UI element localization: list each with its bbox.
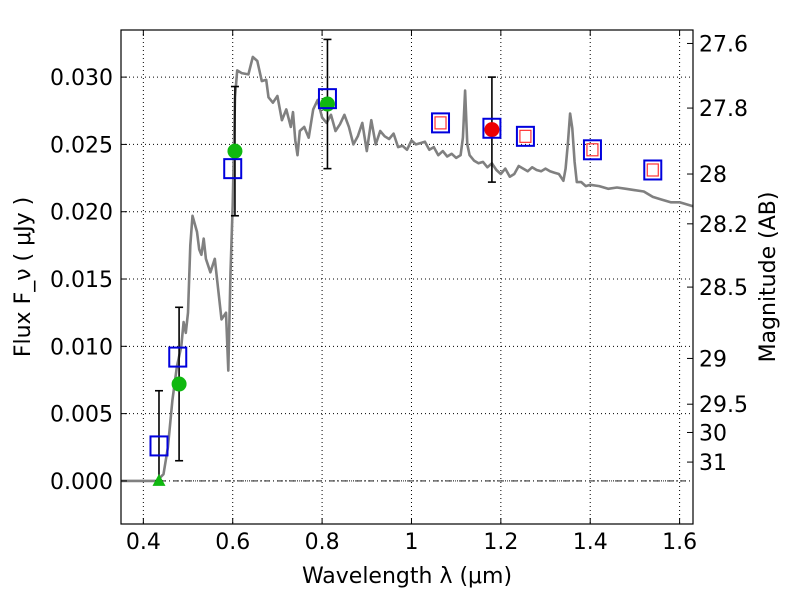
mag-tick-label: 29.5 <box>699 393 748 418</box>
small-square-point <box>519 129 532 143</box>
x-tick-label: 0.6 <box>215 530 250 555</box>
small-square-point <box>434 116 447 130</box>
plot-frame <box>120 29 694 525</box>
x-tick-label: 1.4 <box>573 530 608 555</box>
grid-lines <box>121 30 693 524</box>
mag-tick-label: 27.6 <box>699 32 748 57</box>
model-photometry-point <box>168 346 188 368</box>
model-photometry-point <box>431 112 451 134</box>
data-point <box>319 96 335 112</box>
mag-tick-label: 27.8 <box>699 97 748 122</box>
x-tick-label: 1.6 <box>662 530 697 555</box>
x-axis-title: Wavelength λ (μm) <box>302 564 512 589</box>
mag-tick-label: 28.2 <box>699 213 748 238</box>
model-photometry-point <box>515 125 535 147</box>
model-spectrum-line <box>121 55 694 483</box>
model-photometry-point <box>317 88 337 110</box>
model-photometry-point <box>582 139 602 161</box>
mag-tick-label: 28 <box>699 163 727 188</box>
x-tick-label: 1.2 <box>483 530 518 555</box>
model-photometry-point <box>149 435 169 457</box>
y-tick-label: 0.000 <box>50 470 113 495</box>
mag-tick-label: 28.5 <box>699 276 748 301</box>
y-tick-label: 0.020 <box>50 201 113 226</box>
mag-tick-label: 30 <box>699 421 727 446</box>
y-tick-label: 0.005 <box>50 403 113 428</box>
y-tick-label: 0.025 <box>50 133 113 158</box>
markers-layer <box>149 88 663 486</box>
model-photometry-point <box>643 159 663 181</box>
data-point <box>171 376 187 392</box>
y-tick-label: 0.015 <box>50 268 113 293</box>
x-tick-label: 0.4 <box>126 530 161 555</box>
data-point <box>227 143 243 159</box>
y2-axis-title: Magnitude (AB) <box>756 192 781 363</box>
model-photometry-point <box>482 117 502 139</box>
model-photometry-point <box>223 158 243 180</box>
model-spectrum-layer <box>121 55 694 483</box>
small-square-point <box>586 143 599 157</box>
x-tick-label: 0.8 <box>305 530 340 555</box>
small-square-point <box>646 163 659 177</box>
data-point <box>484 122 500 138</box>
upper-limit-point <box>152 473 166 486</box>
x-tick-label: 1 <box>404 530 418 555</box>
mag-tick-label: 31 <box>699 451 727 476</box>
y-axis-title: Flux F_ν ( μJy ) <box>11 197 36 357</box>
y-tick-label: 0.030 <box>50 66 113 91</box>
mag-tick-label: 29 <box>699 347 727 372</box>
y-tick-label: 0.010 <box>50 335 113 360</box>
ticks-layer: 0.4 0.6 0.8 1 1.2 1.4 1.6 0.000 0.005 0.010 0.015 0… <box>50 30 748 555</box>
